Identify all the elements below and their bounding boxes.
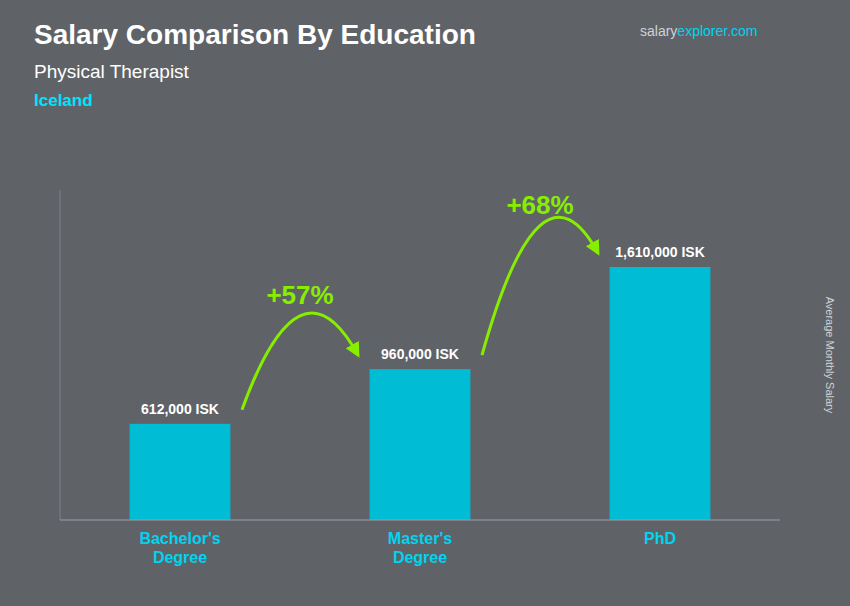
title: Salary Comparison By Education — [34, 19, 476, 50]
y-axis-line — [60, 190, 61, 520]
background — [0, 0, 850, 606]
x-tick-label: Master'sDegree — [388, 530, 452, 566]
bars — [130, 267, 711, 520]
chart: Salary Comparison By Education Physical T… — [0, 0, 850, 606]
source-part: salary — [640, 23, 677, 39]
x-tick-label: Bachelor'sDegree — [139, 530, 220, 566]
data-label: 612,000 ISK — [141, 401, 219, 417]
source: salaryexplorer.com — [640, 23, 758, 39]
bar — [370, 369, 471, 520]
x-axis-line — [60, 520, 780, 521]
growth-arrow — [242, 313, 358, 410]
subtitle: Physical Therapist — [34, 61, 190, 82]
annotation: +57% — [266, 280, 333, 310]
data-label: 1,610,000 ISK — [615, 244, 705, 260]
data-label: 960,000 ISK — [381, 346, 459, 362]
y-axis-label: Average Monthly Salary — [824, 297, 836, 414]
source-part: explorer.com — [677, 23, 757, 39]
x-tick-label: PhD — [644, 530, 676, 547]
bar — [130, 424, 231, 520]
bar — [610, 267, 711, 520]
growth-arrow — [482, 217, 598, 355]
country: Iceland — [34, 91, 93, 110]
annotation: +68% — [506, 190, 573, 220]
